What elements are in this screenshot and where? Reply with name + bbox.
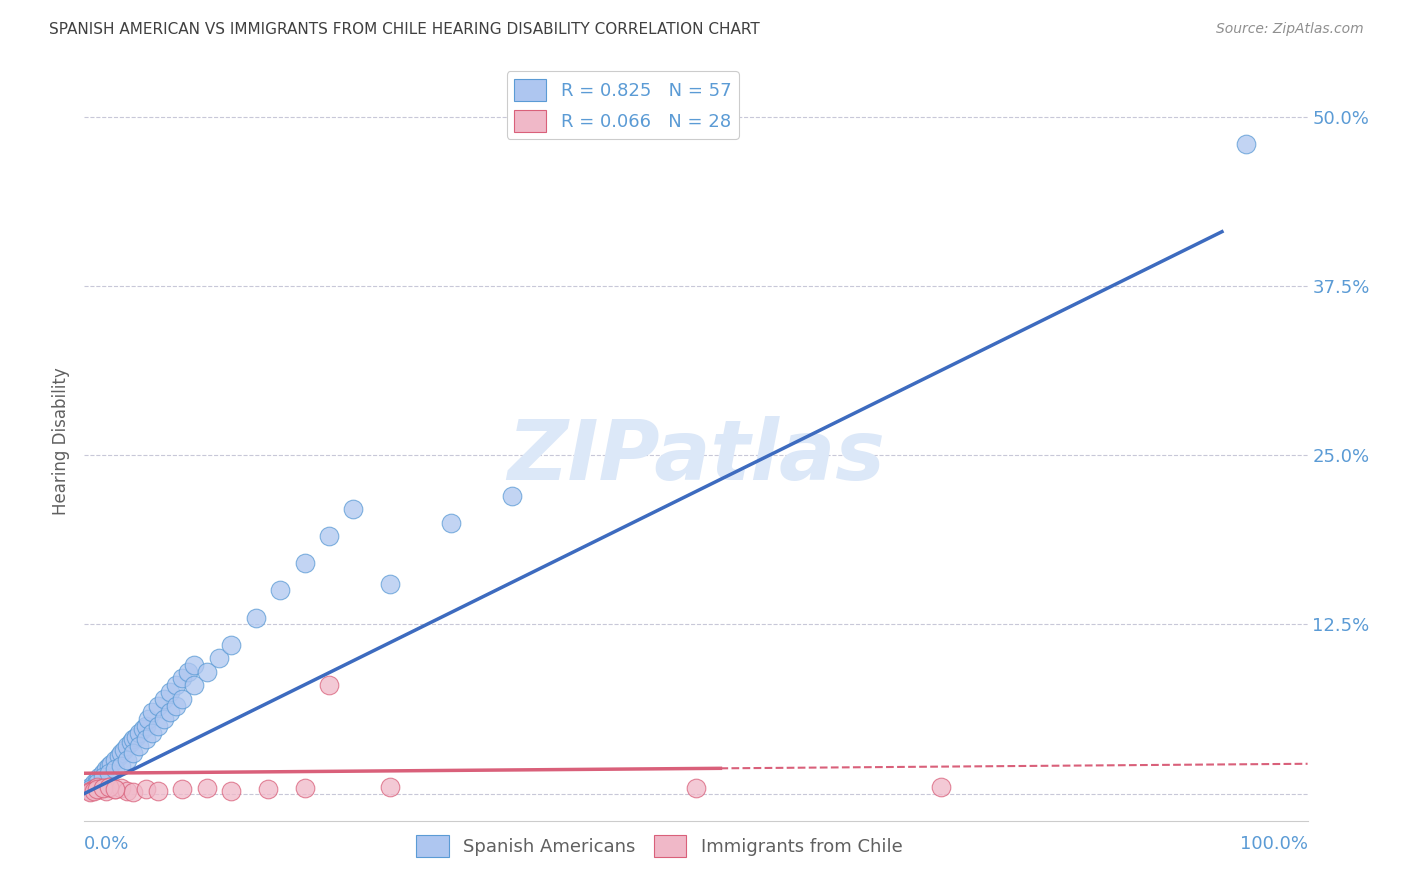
Point <box>86 776 108 790</box>
Point <box>135 782 157 797</box>
Point <box>132 722 155 736</box>
Point <box>136 712 159 726</box>
Point <box>318 529 340 543</box>
Point <box>97 780 120 794</box>
Point <box>929 780 952 794</box>
Point <box>87 770 110 784</box>
Point <box>79 784 101 798</box>
Point <box>97 766 120 780</box>
Point <box>91 766 114 780</box>
Point <box>269 583 291 598</box>
Point <box>146 784 169 798</box>
Point <box>112 743 135 757</box>
Point <box>97 780 120 794</box>
Point <box>122 732 145 747</box>
Point <box>294 557 316 571</box>
Point <box>110 746 132 760</box>
Point <box>87 782 110 797</box>
Point <box>380 780 402 794</box>
Point <box>172 782 194 797</box>
Point <box>257 782 280 797</box>
Point <box>125 730 148 744</box>
Point <box>83 776 105 790</box>
Point <box>91 781 114 796</box>
Text: Source: ZipAtlas.com: Source: ZipAtlas.com <box>1216 22 1364 37</box>
Point <box>318 678 340 692</box>
Point <box>97 759 120 773</box>
Point <box>104 782 127 797</box>
Point <box>91 781 114 796</box>
Y-axis label: Hearing Disability: Hearing Disability <box>52 368 70 516</box>
Point <box>294 781 316 796</box>
Point <box>153 712 176 726</box>
Point <box>1236 136 1258 151</box>
Point <box>172 691 194 706</box>
Text: 100.0%: 100.0% <box>1240 836 1308 854</box>
Point <box>195 781 218 796</box>
Point <box>128 739 150 754</box>
Point <box>110 781 132 796</box>
Point <box>135 732 157 747</box>
Point <box>141 706 163 720</box>
Point <box>128 725 150 739</box>
Point <box>122 785 145 799</box>
Legend: Spanish Americans, Immigrants from Chile: Spanish Americans, Immigrants from Chile <box>409 828 910 864</box>
Point <box>96 784 118 798</box>
Point <box>245 610 267 624</box>
Point <box>208 651 231 665</box>
Point <box>219 638 242 652</box>
Text: ZIPatlas: ZIPatlas <box>508 417 884 497</box>
Point <box>104 762 127 776</box>
Point <box>115 784 138 798</box>
Point <box>86 782 108 797</box>
Point <box>83 782 105 797</box>
Point <box>83 784 105 798</box>
Point <box>219 784 242 798</box>
Point <box>159 685 181 699</box>
Point <box>685 781 707 796</box>
Point <box>115 753 138 767</box>
Point <box>153 691 176 706</box>
Point <box>183 678 205 692</box>
Point <box>104 782 127 797</box>
Point <box>165 698 187 713</box>
Point <box>96 762 118 776</box>
Point <box>440 516 463 530</box>
Text: 0.0%: 0.0% <box>84 836 129 854</box>
Point <box>107 748 129 763</box>
Point <box>159 706 181 720</box>
Point <box>100 756 122 771</box>
Point <box>146 719 169 733</box>
Point <box>502 489 524 503</box>
Point <box>79 782 101 797</box>
Point <box>342 502 364 516</box>
Point <box>91 770 114 784</box>
Point <box>122 746 145 760</box>
Point <box>104 753 127 767</box>
Point <box>110 759 132 773</box>
Point <box>146 698 169 713</box>
Point <box>177 665 200 679</box>
Point <box>141 725 163 739</box>
Point <box>165 678 187 692</box>
Point <box>86 780 108 794</box>
Point <box>115 739 138 754</box>
Point <box>79 785 101 799</box>
Text: SPANISH AMERICAN VS IMMIGRANTS FROM CHILE HEARING DISABILITY CORRELATION CHART: SPANISH AMERICAN VS IMMIGRANTS FROM CHIL… <box>49 22 761 37</box>
Point <box>120 735 142 749</box>
Point <box>135 719 157 733</box>
Point <box>183 657 205 672</box>
Point <box>79 780 101 794</box>
Point <box>172 672 194 686</box>
Point <box>380 576 402 591</box>
Point <box>86 772 108 787</box>
Point <box>195 665 218 679</box>
